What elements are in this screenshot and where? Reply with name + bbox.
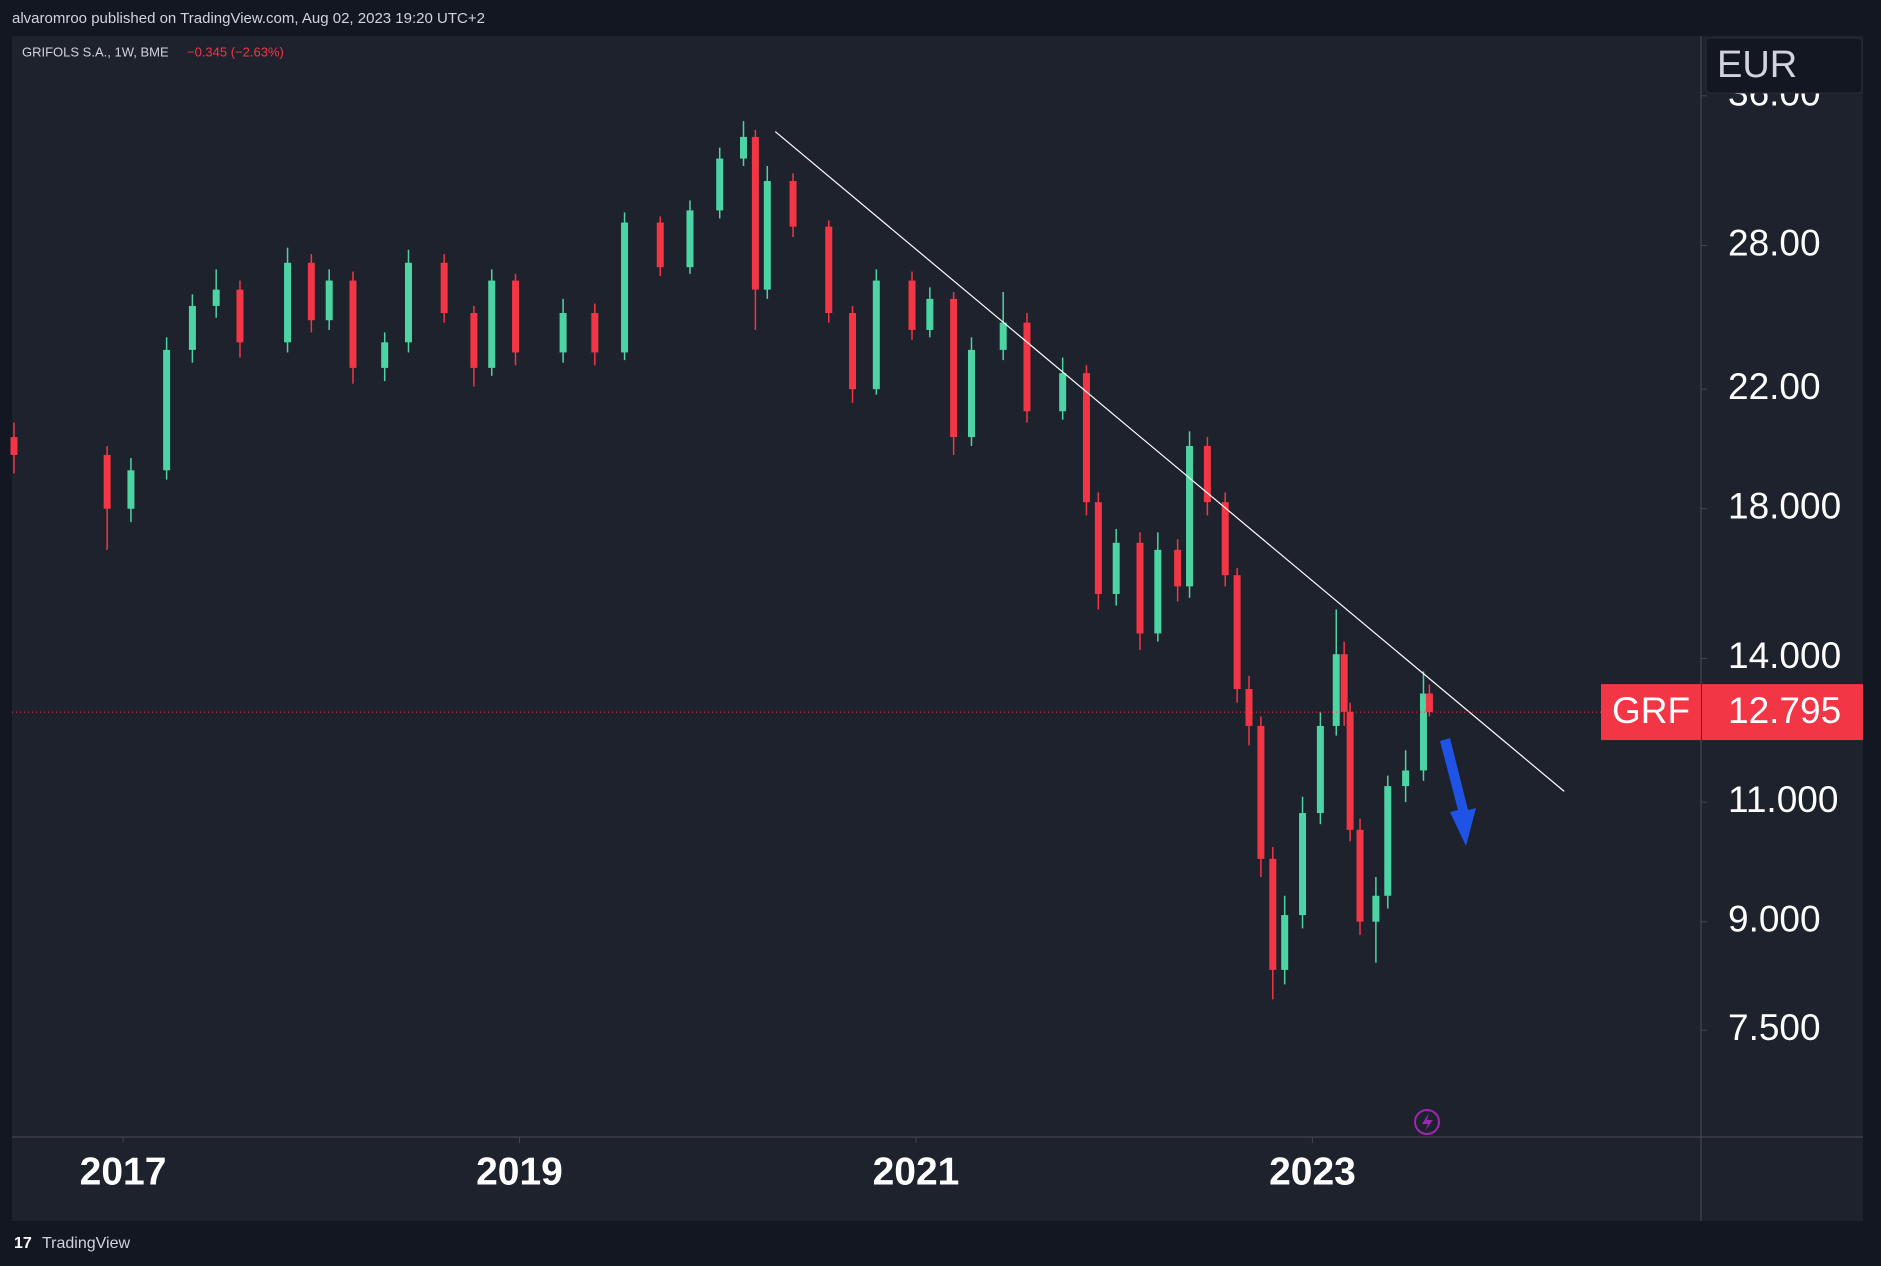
event-icon <box>1414 1109 1440 1135</box>
candle-body <box>1094 502 1102 594</box>
down-arrow <box>1440 738 1476 846</box>
candle-body <box>1316 725 1324 814</box>
candle-body <box>825 226 833 314</box>
candle-body <box>488 280 496 368</box>
chart-title: GRIFOLS S.A., 1W, BME <box>22 44 169 59</box>
candle-body <box>404 262 412 343</box>
candle-body <box>236 289 244 343</box>
y-tick-label: 18.000 <box>1728 486 1841 527</box>
candle-body <box>325 280 333 321</box>
candle-body <box>751 136 759 290</box>
candle-body <box>1245 689 1253 726</box>
candle-body <box>1269 858 1277 970</box>
candle-body <box>512 280 520 353</box>
candle-body <box>1419 693 1427 771</box>
candle-body <box>1340 654 1348 712</box>
candle-body <box>716 158 724 211</box>
candle-body <box>1257 725 1265 859</box>
candle-body <box>1082 373 1090 503</box>
candle-body <box>1203 445 1211 503</box>
candle-body <box>1023 322 1031 412</box>
x-tick-label: 2023 <box>1269 1150 1356 1193</box>
candle-body <box>872 280 880 390</box>
symbol-tag <box>1601 684 1701 741</box>
candle-body <box>470 313 478 368</box>
marks: 7.5009.00011.00014.00018.00022.0028.0036… <box>10 73 1841 1193</box>
candle-body <box>1174 549 1182 587</box>
candle-body <box>188 305 196 350</box>
candle-body <box>1233 575 1241 690</box>
y-tick-label: 14.000 <box>1728 635 1841 676</box>
event-bolt <box>1422 1113 1433 1131</box>
candle-body <box>763 181 771 290</box>
symbol-label: GRF <box>1612 690 1690 731</box>
candle-body <box>1425 693 1433 713</box>
candle-body <box>163 349 171 471</box>
y-tick-label: 7.500 <box>1728 1007 1821 1048</box>
footer-brand: TradingView <box>42 1235 130 1252</box>
candle-body <box>1136 542 1144 634</box>
candle-body <box>1384 786 1392 896</box>
y-tick-label: 28.00 <box>1728 222 1821 263</box>
candle-body <box>284 262 292 343</box>
trendline <box>774 131 1565 792</box>
candle-body <box>103 454 111 509</box>
candle-body <box>1221 502 1229 576</box>
candle-body <box>1356 829 1364 922</box>
candle-body <box>559 313 567 353</box>
candle-body <box>849 313 857 390</box>
candle-body <box>10 437 18 455</box>
x-tick-label: 2021 <box>873 1150 960 1193</box>
candle-body <box>440 262 448 314</box>
candle-body <box>1402 770 1410 787</box>
candle-body <box>789 181 797 227</box>
logo-mark: 17 <box>14 1235 32 1252</box>
currency-box <box>1705 37 1863 94</box>
candle-body <box>127 470 135 509</box>
currency-label: EUR <box>1717 44 1797 86</box>
candle-body <box>621 222 629 353</box>
price-tag <box>1702 684 1863 741</box>
candle-body <box>999 322 1007 350</box>
candle-body <box>908 280 916 330</box>
candle-body <box>381 342 389 368</box>
candle-body <box>1059 373 1067 412</box>
x-tick-label: 2017 <box>80 1150 167 1193</box>
candle-body <box>1299 813 1307 916</box>
y-tick-label: 9.000 <box>1728 898 1821 939</box>
candle-body <box>686 210 694 268</box>
candle-body <box>1372 895 1380 922</box>
candle-body <box>950 298 958 438</box>
publisher-line: alvaromroo published on TradingView.com,… <box>12 10 485 27</box>
chart-background <box>12 36 1863 1221</box>
candle-body <box>1186 445 1194 587</box>
candle-body <box>1281 915 1289 970</box>
price-change: −0.345 (−2.63%) <box>187 44 284 59</box>
candle-body <box>307 262 315 321</box>
candle-body <box>1332 654 1340 726</box>
candle-body <box>1112 542 1120 594</box>
x-tick-label: 2019 <box>476 1150 563 1193</box>
last-price-label: 12.795 <box>1728 690 1841 731</box>
candle-body <box>1154 549 1162 634</box>
candle-body <box>591 313 599 353</box>
candle-body <box>967 349 975 438</box>
y-tick-label: 11.000 <box>1728 779 1838 820</box>
candle-body <box>740 136 748 159</box>
candle-body <box>926 298 934 330</box>
candle-body <box>656 222 664 268</box>
candle-body <box>1346 711 1354 830</box>
candle-body <box>349 280 357 368</box>
y-tick-label: 22.00 <box>1728 366 1821 407</box>
candle-body <box>212 289 220 306</box>
